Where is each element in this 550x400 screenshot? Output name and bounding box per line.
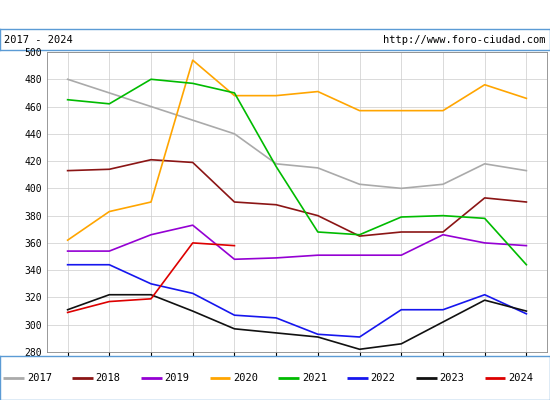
Text: 2018: 2018 <box>96 373 120 383</box>
Text: 2019: 2019 <box>164 373 189 383</box>
Text: 2022: 2022 <box>371 373 395 383</box>
Text: 2021: 2021 <box>302 373 327 383</box>
Text: 2017 - 2024: 2017 - 2024 <box>4 35 73 45</box>
Text: Evolucion del paro registrado en Arriate: Evolucion del paro registrado en Arriate <box>136 8 414 22</box>
Text: 2020: 2020 <box>233 373 258 383</box>
Text: 2017: 2017 <box>27 373 52 383</box>
Text: 2023: 2023 <box>439 373 464 383</box>
Text: http://www.foro-ciudad.com: http://www.foro-ciudad.com <box>383 35 546 45</box>
Text: 2024: 2024 <box>508 373 533 383</box>
